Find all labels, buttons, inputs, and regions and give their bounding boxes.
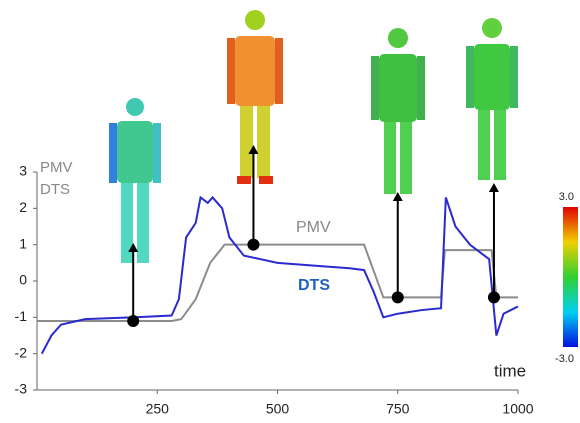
x-tick-label: 250 <box>146 401 170 417</box>
x-tick-label: 750 <box>386 401 410 417</box>
legend-entry: PMV <box>40 159 73 176</box>
y-tick-label: -2 <box>15 344 28 360</box>
y-tick-label: 2 <box>19 199 27 215</box>
line-label: PMV <box>296 219 331 236</box>
line-label: DTS <box>298 277 330 294</box>
x-axis-label: time <box>494 361 526 380</box>
colorbar <box>563 207 578 347</box>
x-tick-label: 500 <box>266 401 290 417</box>
line <box>37 243 518 322</box>
annotation-point <box>127 314 140 327</box>
arrow-head <box>488 183 499 192</box>
annotation-point <box>391 291 404 304</box>
arrow-head <box>392 192 403 201</box>
figure-3 <box>371 28 425 194</box>
figure-4 <box>466 18 518 180</box>
arrow-head <box>248 145 259 154</box>
line <box>40 195 519 355</box>
y-tick-label: 0 <box>19 272 27 288</box>
y-tick-label: 3 <box>19 163 27 179</box>
figure-1 <box>109 98 161 263</box>
arrow-head <box>128 243 139 252</box>
legend-entry: DTS <box>40 181 70 198</box>
y-tick-label: 1 <box>19 235 27 251</box>
colorbar-label: -3.0 <box>555 353 574 365</box>
annotation-point <box>247 238 260 251</box>
y-tick-label: -3 <box>15 381 28 397</box>
x-tick-label: 1000 <box>502 401 533 417</box>
y-tick-label: -1 <box>15 308 28 324</box>
annotation-point <box>487 291 500 304</box>
figure-2 <box>227 10 283 184</box>
colorbar-label: 3.0 <box>559 191 574 203</box>
